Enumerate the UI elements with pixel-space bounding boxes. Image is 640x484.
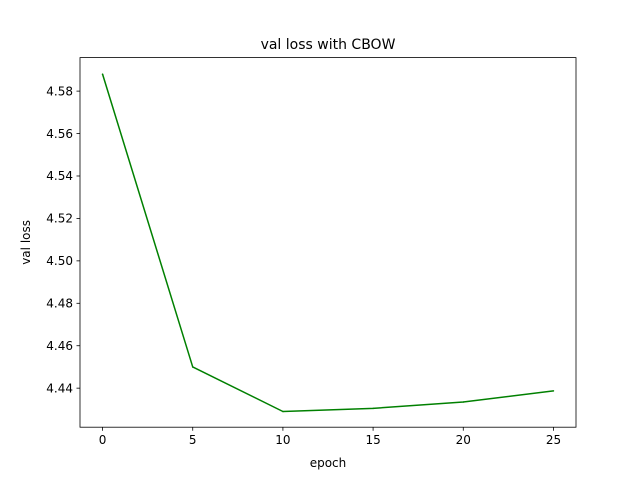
y-tick-label: 4.56 xyxy=(46,127,73,141)
y-tick-label: 4.48 xyxy=(46,296,73,310)
data-point xyxy=(552,390,555,392)
data-point xyxy=(372,407,374,410)
y-tick-label: 4.54 xyxy=(46,169,73,183)
series-layer xyxy=(101,73,555,413)
y-tick-label: 4.46 xyxy=(46,339,73,353)
data-point xyxy=(191,366,194,368)
x-tick-label: 25 xyxy=(546,433,561,447)
y-tick-label: 4.52 xyxy=(46,212,73,226)
x-tick-label: 20 xyxy=(456,433,471,447)
y-tick-label: 4.50 xyxy=(46,254,73,268)
data-point xyxy=(282,410,284,413)
chart-title: val loss with CBOW xyxy=(261,37,396,53)
x-tick-label: 0 xyxy=(99,433,107,447)
x-axis: 0 5 10 15 20 25 xyxy=(99,427,561,447)
plot-area-frame xyxy=(79,57,577,428)
y-axis-title: val loss xyxy=(19,220,33,265)
y-tick-label: 4.44 xyxy=(46,381,73,395)
y-tick-label: 4.58 xyxy=(46,84,73,98)
x-tick-label: 15 xyxy=(365,433,380,447)
y-axis: 4.44 4.46 4.48 4.50 4.52 4.54 4.56 4.58 xyxy=(46,84,80,395)
series-line xyxy=(101,73,554,413)
x-axis-title: epoch xyxy=(310,456,347,470)
x-tick-label: 5 xyxy=(189,433,197,447)
x-tick-label: 10 xyxy=(275,433,290,447)
data-point xyxy=(101,73,104,75)
data-point xyxy=(462,401,465,403)
